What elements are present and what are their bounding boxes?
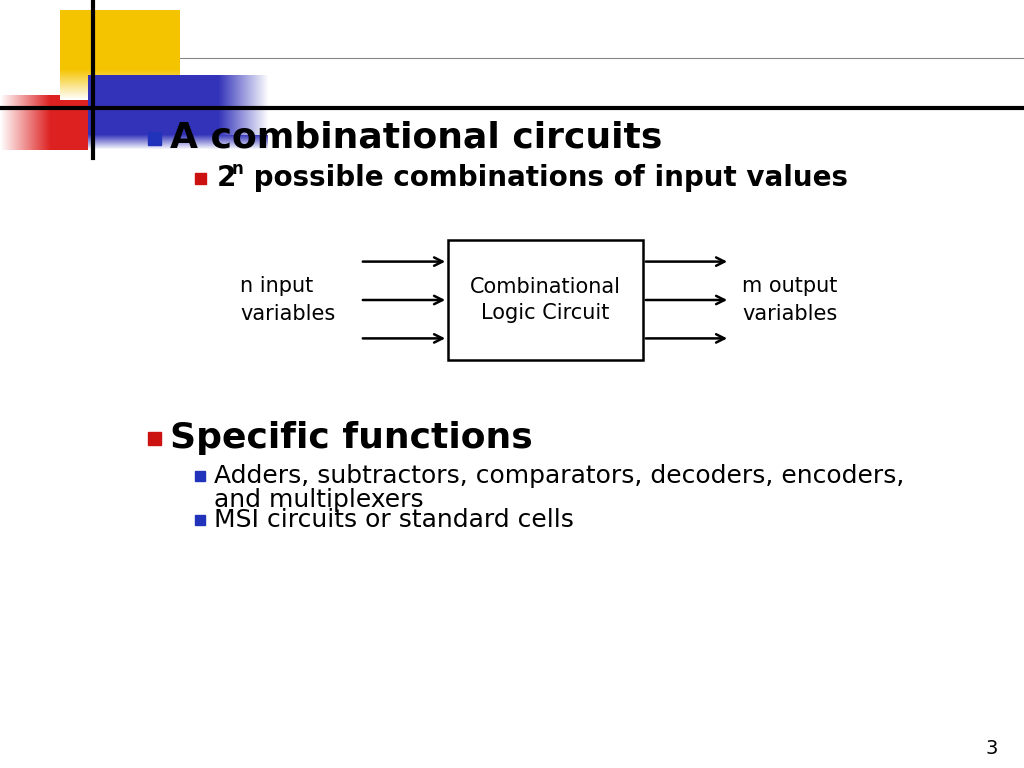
Text: Combinational: Combinational — [470, 277, 621, 297]
Text: and multiplexers: and multiplexers — [214, 488, 424, 512]
Text: possible combinations of input values: possible combinations of input values — [244, 164, 848, 192]
Text: 2: 2 — [217, 164, 237, 192]
Bar — [195, 471, 205, 481]
Text: Adders, subtractors, comparators, decoders, encoders,: Adders, subtractors, comparators, decode… — [214, 464, 904, 488]
Bar — [195, 515, 205, 525]
Text: Specific functions: Specific functions — [170, 421, 532, 455]
Text: variables: variables — [742, 304, 838, 324]
Text: A combinational circuits: A combinational circuits — [170, 121, 663, 155]
Bar — [148, 432, 161, 445]
Bar — [449, 240, 643, 360]
Text: n: n — [232, 160, 244, 178]
Text: variables: variables — [240, 304, 335, 324]
Text: MSI circuits or standard cells: MSI circuits or standard cells — [214, 508, 573, 532]
Text: Logic Circuit: Logic Circuit — [481, 303, 609, 323]
Bar — [195, 173, 206, 184]
Text: 3: 3 — [986, 739, 998, 757]
Text: m output: m output — [742, 276, 838, 296]
Text: n input: n input — [240, 276, 313, 296]
Bar — [148, 132, 161, 145]
